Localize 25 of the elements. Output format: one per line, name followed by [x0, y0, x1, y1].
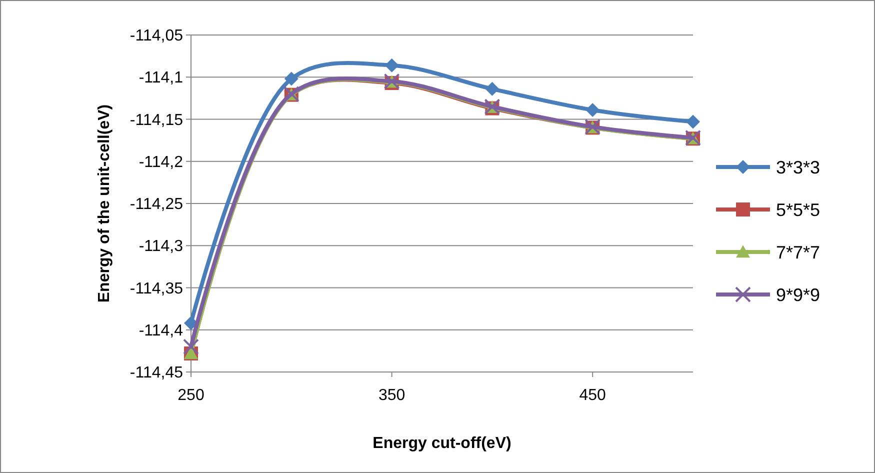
point: [184, 316, 198, 330]
point: [686, 114, 700, 129]
x-tick-label: 350: [378, 387, 406, 404]
y-tick-label: -114,1: [138, 70, 184, 87]
point: [485, 82, 500, 96]
legend-label: 7*7*7: [776, 242, 820, 262]
y-tick-label: -114,25: [130, 196, 184, 214]
x-tick-label: 450: [579, 387, 606, 404]
point: [183, 338, 199, 355]
y-tick-label: -114,4: [138, 322, 184, 340]
legend-label: 3*3*3: [776, 157, 820, 178]
y-tick-label: -114,15: [130, 112, 184, 129]
y-tick-label: -114,45: [130, 364, 184, 382]
y-tick-label: -114,3: [138, 238, 184, 256]
x-tick-label: 250: [178, 387, 204, 404]
y-tick-label: -114,05: [130, 28, 184, 45]
y-tick-label: -114,35: [130, 280, 184, 298]
legend-label: 9*9*9: [776, 284, 820, 305]
y-tick-label: -114,2: [138, 154, 184, 171]
legend-label: 5*5*5: [776, 200, 820, 220]
y-axis-title: Energy of the unit-cell(eV): [96, 104, 113, 303]
x-axis-title: Energy cut-off(eV): [372, 435, 512, 452]
point: [284, 72, 298, 86]
point: [586, 102, 600, 117]
point: [384, 58, 399, 72]
